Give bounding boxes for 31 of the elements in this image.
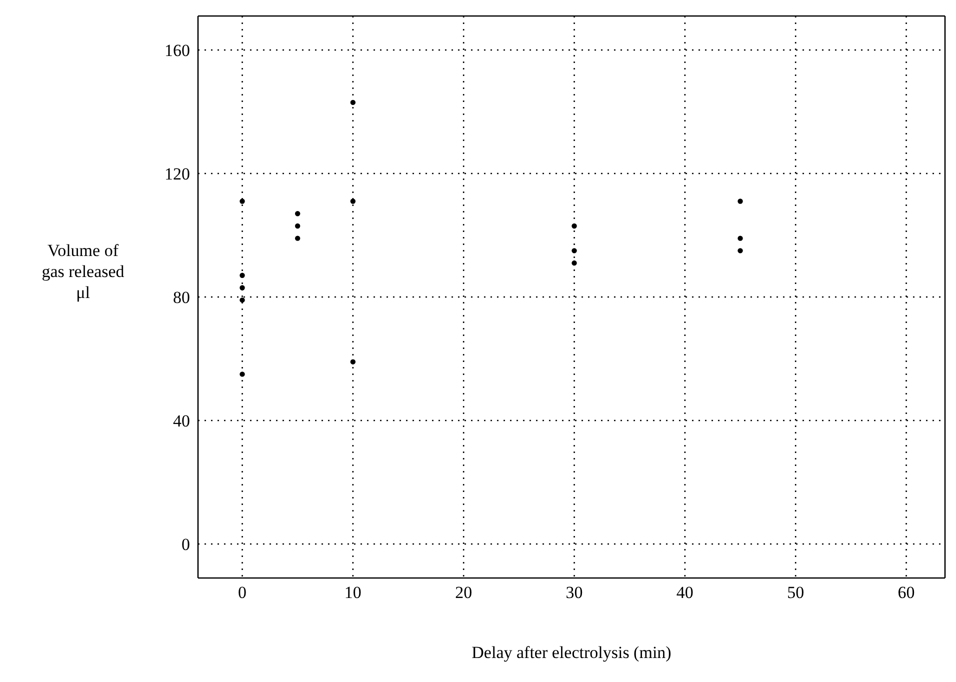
point (295, 211, 300, 216)
x-tick-label: 10 (344, 583, 362, 602)
x-tick-label: 30 (566, 583, 583, 602)
point (350, 198, 356, 204)
point (572, 223, 577, 229)
point (738, 248, 743, 254)
y-tick-label: 80 (173, 288, 190, 308)
x-axis-title: Delay after electrolysis (min) (472, 643, 672, 662)
y-tick-label: 0 (182, 535, 190, 554)
point (350, 359, 356, 364)
point (240, 297, 245, 303)
point (240, 198, 245, 204)
x-tick-label: 60 (898, 583, 915, 602)
y-tick-label: 40 (173, 412, 190, 431)
y-tick-label: 120 (164, 164, 190, 184)
point (295, 236, 300, 241)
point (572, 260, 577, 266)
x-tick-label: 20 (455, 583, 472, 602)
y-tick-label: 160 (164, 41, 190, 60)
point (295, 223, 300, 229)
y-axis-title: Volume of gas released μl (42, 241, 125, 302)
x-tick-label: 0 (238, 583, 247, 602)
point (572, 248, 577, 254)
point (738, 236, 743, 241)
x-tick-label: 50 (787, 583, 804, 602)
point (350, 100, 356, 106)
point (738, 198, 743, 204)
point (240, 285, 245, 290)
point (240, 372, 245, 377)
point (240, 272, 245, 278)
x-tick-label: 40 (676, 583, 694, 602)
